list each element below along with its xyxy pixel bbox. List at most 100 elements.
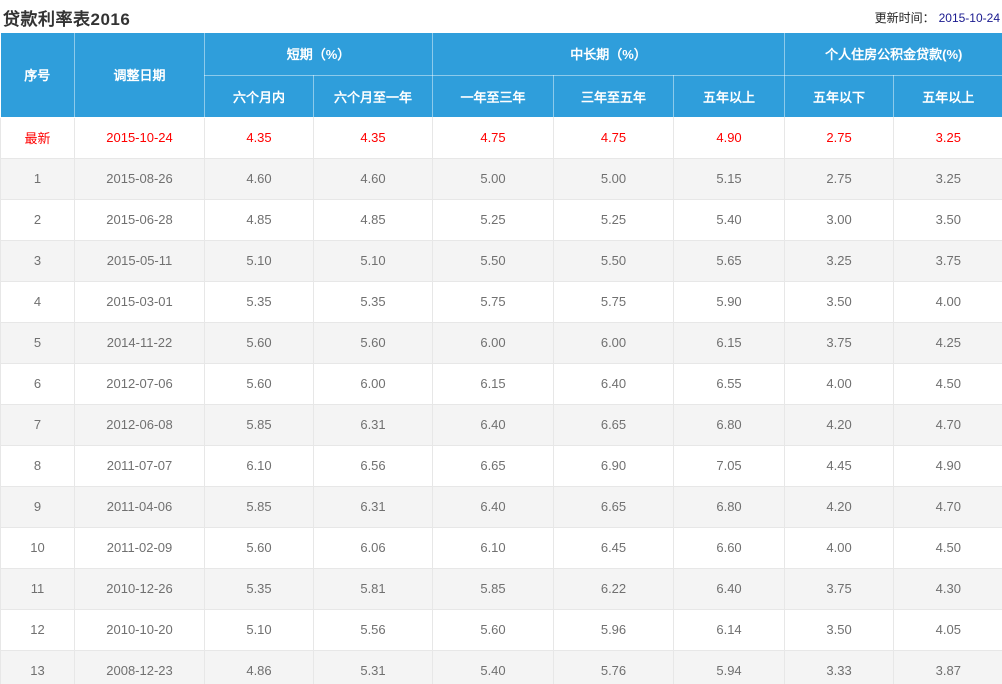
rate-cell: 6.06 — [313, 527, 433, 569]
rate-cell: 3.33 — [784, 650, 895, 684]
rate-cell: 4.35 — [204, 117, 314, 159]
rate-cell: 4.75 — [432, 117, 554, 159]
rate-cell: 2.75 — [784, 117, 895, 159]
rate-cell: 5.35 — [204, 568, 314, 610]
rate-cell: 6.65 — [553, 486, 674, 528]
rate-cell: 6.40 — [673, 568, 786, 610]
table-row: 4 2015-03-01 5.35 5.35 5.75 5.75 5.90 3.… — [0, 281, 1002, 323]
header-sub-row: 六个月内 六个月至一年 一年至三年 三年至五年 五年以上 五年以下 五年以上 — [1, 75, 1002, 117]
rate-cell: 4.60 — [313, 158, 433, 200]
rate-cell: 6.40 — [553, 363, 674, 405]
rate-cell: 4.30 — [893, 568, 1002, 610]
header-group-row: 序号 调整日期 短期（%） 中长期（%） 个人住房公积金贷款(%) — [0, 33, 1002, 118]
rate-cell: 6.15 — [673, 322, 786, 364]
table-row: 7 2012-06-08 5.85 6.31 6.40 6.65 6.80 4.… — [0, 404, 1002, 446]
rate-cell: 5.25 — [553, 199, 674, 241]
rate-cell: 4.00 — [893, 281, 1002, 323]
row-seq: 11 — [0, 568, 75, 610]
row-seq: 4 — [0, 281, 75, 323]
rate-cell: 6.15 — [432, 363, 554, 405]
rate-cell: 4.90 — [893, 445, 1002, 487]
row-seq: 最新 — [0, 117, 75, 159]
rate-cell: 4.00 — [784, 363, 895, 405]
header-over-five-years: 五年以上 — [673, 75, 786, 117]
rate-cell: 5.94 — [673, 650, 786, 684]
header-group-housing-fund: 个人住房公积金贷款(%) — [784, 33, 1002, 76]
row-date: 2014-11-22 — [74, 322, 205, 364]
rate-cell: 4.20 — [784, 486, 895, 528]
rate-cell: 6.80 — [673, 404, 786, 446]
row-seq: 9 — [0, 486, 75, 528]
topbar: 贷款利率表2016 更新时间： 2015-10-24 — [0, 0, 1002, 33]
row-date: 2015-06-28 — [74, 199, 205, 241]
row-seq: 2 — [0, 199, 75, 241]
rate-cell: 3.50 — [784, 281, 895, 323]
rate-cell: 4.20 — [784, 404, 895, 446]
rate-cell: 4.25 — [893, 322, 1002, 364]
rate-cell: 6.10 — [432, 527, 554, 569]
rate-cell: 6.31 — [313, 404, 433, 446]
rate-cell: 4.45 — [784, 445, 895, 487]
rate-cell: 6.56 — [313, 445, 433, 487]
rate-cell: 6.65 — [553, 404, 674, 446]
rate-cell: 6.10 — [204, 445, 314, 487]
rate-cell: 4.85 — [204, 199, 314, 241]
rate-cell: 6.31 — [313, 486, 433, 528]
rate-cell: 5.35 — [204, 281, 314, 323]
header-fund-under-five-years: 五年以下 — [784, 75, 895, 117]
rate-cell: 5.60 — [204, 527, 314, 569]
rate-cell: 5.60 — [313, 322, 433, 364]
rate-cell: 4.00 — [784, 527, 895, 569]
rate-cell: 5.10 — [204, 609, 314, 651]
row-seq: 1 — [0, 158, 75, 200]
table-row: 1 2015-08-26 4.60 4.60 5.00 5.00 5.15 2.… — [0, 158, 1002, 200]
rate-cell: 5.31 — [313, 650, 433, 684]
row-seq: 13 — [0, 650, 75, 684]
row-seq: 3 — [0, 240, 75, 282]
header-fund-over-five-years: 五年以上 — [893, 75, 1002, 117]
table-row: 6 2012-07-06 5.60 6.00 6.15 6.40 6.55 4.… — [0, 363, 1002, 405]
rate-cell: 5.76 — [553, 650, 674, 684]
rate-cell: 5.40 — [673, 199, 786, 241]
rate-cell: 4.85 — [313, 199, 433, 241]
rate-cell: 5.50 — [432, 240, 554, 282]
rate-cell: 4.60 — [204, 158, 314, 200]
rate-cell: 6.45 — [553, 527, 674, 569]
rate-table-body: 最新 2015-10-24 4.35 4.35 4.75 4.75 4.90 2… — [0, 117, 1002, 684]
rate-cell: 4.90 — [673, 117, 786, 159]
rate-cell: 5.75 — [553, 281, 674, 323]
rate-cell: 4.75 — [553, 117, 674, 159]
rate-cell: 6.22 — [553, 568, 674, 610]
rate-cell: 4.86 — [204, 650, 314, 684]
rate-cell: 5.40 — [432, 650, 554, 684]
rate-cell: 5.25 — [432, 199, 554, 241]
header-six-months-to-one-year: 六个月至一年 — [313, 75, 433, 117]
header-within-six-months: 六个月内 — [204, 75, 314, 117]
update-time-date: 2015-10-24 — [938, 11, 1000, 25]
row-date: 2015-08-26 — [74, 158, 205, 200]
rate-cell: 5.00 — [553, 158, 674, 200]
rate-cell: 3.50 — [893, 199, 1002, 241]
rate-cell: 6.00 — [553, 322, 674, 364]
table-row: 11 2010-12-26 5.35 5.81 5.85 6.22 6.40 3… — [0, 568, 1002, 610]
rate-cell: 4.50 — [893, 363, 1002, 405]
rate-cell: 4.35 — [313, 117, 433, 159]
row-date: 2010-12-26 — [74, 568, 205, 610]
rate-cell: 6.40 — [432, 404, 554, 446]
row-date: 2015-10-24 — [74, 117, 205, 159]
rate-cell: 3.00 — [784, 199, 895, 241]
rate-cell: 5.75 — [432, 281, 554, 323]
update-time: 更新时间： 2015-10-24 — [875, 9, 1000, 26]
rate-cell: 6.00 — [432, 322, 554, 364]
rate-cell: 5.10 — [313, 240, 433, 282]
rate-cell: 6.90 — [553, 445, 674, 487]
rate-cell: 5.60 — [204, 363, 314, 405]
row-date: 2010-10-20 — [74, 609, 205, 651]
row-date: 2012-07-06 — [74, 363, 205, 405]
rate-cell: 5.10 — [204, 240, 314, 282]
rate-cell: 5.85 — [204, 404, 314, 446]
rate-cell: 6.55 — [673, 363, 786, 405]
table-row: 3 2015-05-11 5.10 5.10 5.50 5.50 5.65 3.… — [0, 240, 1002, 282]
header-group-short-term: 短期（%） — [204, 33, 433, 76]
